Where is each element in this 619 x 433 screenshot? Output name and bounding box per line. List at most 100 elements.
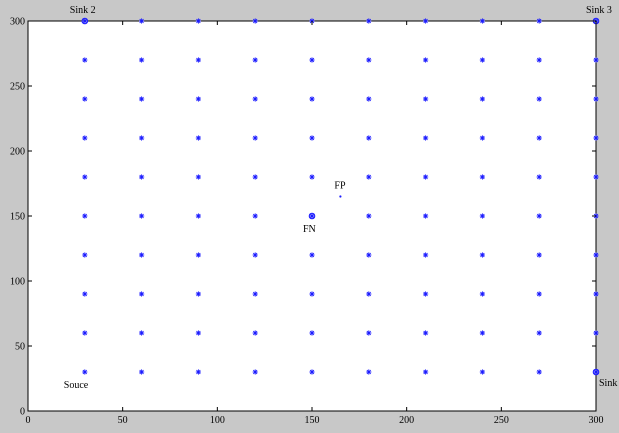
data-point: [82, 57, 88, 63]
circle-marker: [592, 368, 600, 376]
data-point: [366, 252, 372, 258]
data-point: [536, 174, 542, 180]
data-point: [366, 96, 372, 102]
data-point: [252, 57, 258, 63]
data-point: [366, 330, 372, 336]
data-point: [252, 330, 258, 336]
y-tick-label: 0: [20, 407, 25, 418]
data-point: [139, 252, 145, 258]
x-tick-label: 0: [26, 415, 31, 426]
axis-ticks: 0 50 100 150 200 250 300 0 50 100 150 200 250 300: [10, 17, 604, 427]
circle-marker: [81, 17, 89, 25]
data-point: [423, 96, 429, 102]
data-point: [252, 252, 258, 258]
data-point: [82, 18, 88, 24]
data-point: [479, 213, 485, 219]
data-point: [82, 291, 88, 297]
data-point: [309, 135, 315, 141]
data-point: [82, 174, 88, 180]
data-point: [593, 96, 599, 102]
data-point: [536, 96, 542, 102]
data-point: [195, 57, 201, 63]
data-point: [195, 96, 201, 102]
data-point: [195, 135, 201, 141]
data-point: [536, 135, 542, 141]
point-label: FN: [303, 224, 316, 235]
data-point: [423, 18, 429, 24]
data-point: [195, 174, 201, 180]
data-point: [366, 291, 372, 297]
data-point: [139, 174, 145, 180]
data-point: [82, 213, 88, 219]
data-point: [82, 369, 88, 375]
y-tick-label: 100: [10, 277, 25, 288]
data-point: [139, 57, 145, 63]
data-point: [593, 291, 599, 297]
data-point: [536, 369, 542, 375]
data-point: [309, 291, 315, 297]
data-point: [423, 174, 429, 180]
data-point: [252, 291, 258, 297]
point-labels: Sink 2 Sink 3 Sink 1 Souce FN FP: [64, 5, 619, 391]
point-label: FP: [334, 181, 346, 192]
point-label: Sink 1: [599, 378, 619, 389]
data-point: [252, 213, 258, 219]
data-point: [536, 213, 542, 219]
x-tick-label: 100: [210, 415, 225, 426]
data-point: [252, 135, 258, 141]
y-tick-label: 50: [15, 342, 25, 353]
data-point: [139, 369, 145, 375]
data-point: [252, 18, 258, 24]
data-point: [423, 57, 429, 63]
x-tick-label: 200: [399, 415, 414, 426]
data-point: [423, 135, 429, 141]
y-tick-label: 250: [10, 82, 25, 93]
data-point: [366, 369, 372, 375]
data-point: [139, 18, 145, 24]
data-point: [423, 330, 429, 336]
dot-marker: [339, 195, 342, 198]
data-point: [252, 174, 258, 180]
data-point: [82, 96, 88, 102]
point-label: Sink 3: [586, 5, 612, 16]
data-point: [195, 18, 201, 24]
data-point: [139, 96, 145, 102]
data-point: [195, 252, 201, 258]
data-point: [536, 330, 542, 336]
data-point: [479, 291, 485, 297]
data-point: [309, 174, 315, 180]
data-point: [593, 330, 599, 336]
data-point: [479, 330, 485, 336]
data-point: [479, 135, 485, 141]
data-point: [423, 291, 429, 297]
data-point: [366, 18, 372, 24]
point-label: Souce: [64, 380, 89, 391]
data-point: [479, 96, 485, 102]
data-point: [139, 135, 145, 141]
point-label: Sink 2: [70, 5, 96, 16]
circle-marker: [308, 212, 316, 220]
data-point: [309, 330, 315, 336]
data-point: [479, 18, 485, 24]
data-point: [593, 252, 599, 258]
data-point: [593, 369, 599, 375]
y-tick-label: 200: [10, 147, 25, 158]
data-point: [536, 252, 542, 258]
data-point: [366, 135, 372, 141]
x-tick-label: 150: [305, 415, 320, 426]
x-tick-label: 300: [589, 415, 604, 426]
data-point: [479, 252, 485, 258]
data-point: [195, 369, 201, 375]
data-point: [423, 369, 429, 375]
data-point: [536, 291, 542, 297]
data-point: [139, 213, 145, 219]
data-point: [593, 174, 599, 180]
data-point: [309, 252, 315, 258]
data-point: [593, 135, 599, 141]
data-point: [423, 213, 429, 219]
data-point: [479, 174, 485, 180]
data-point: [252, 96, 258, 102]
data-point: [479, 57, 485, 63]
